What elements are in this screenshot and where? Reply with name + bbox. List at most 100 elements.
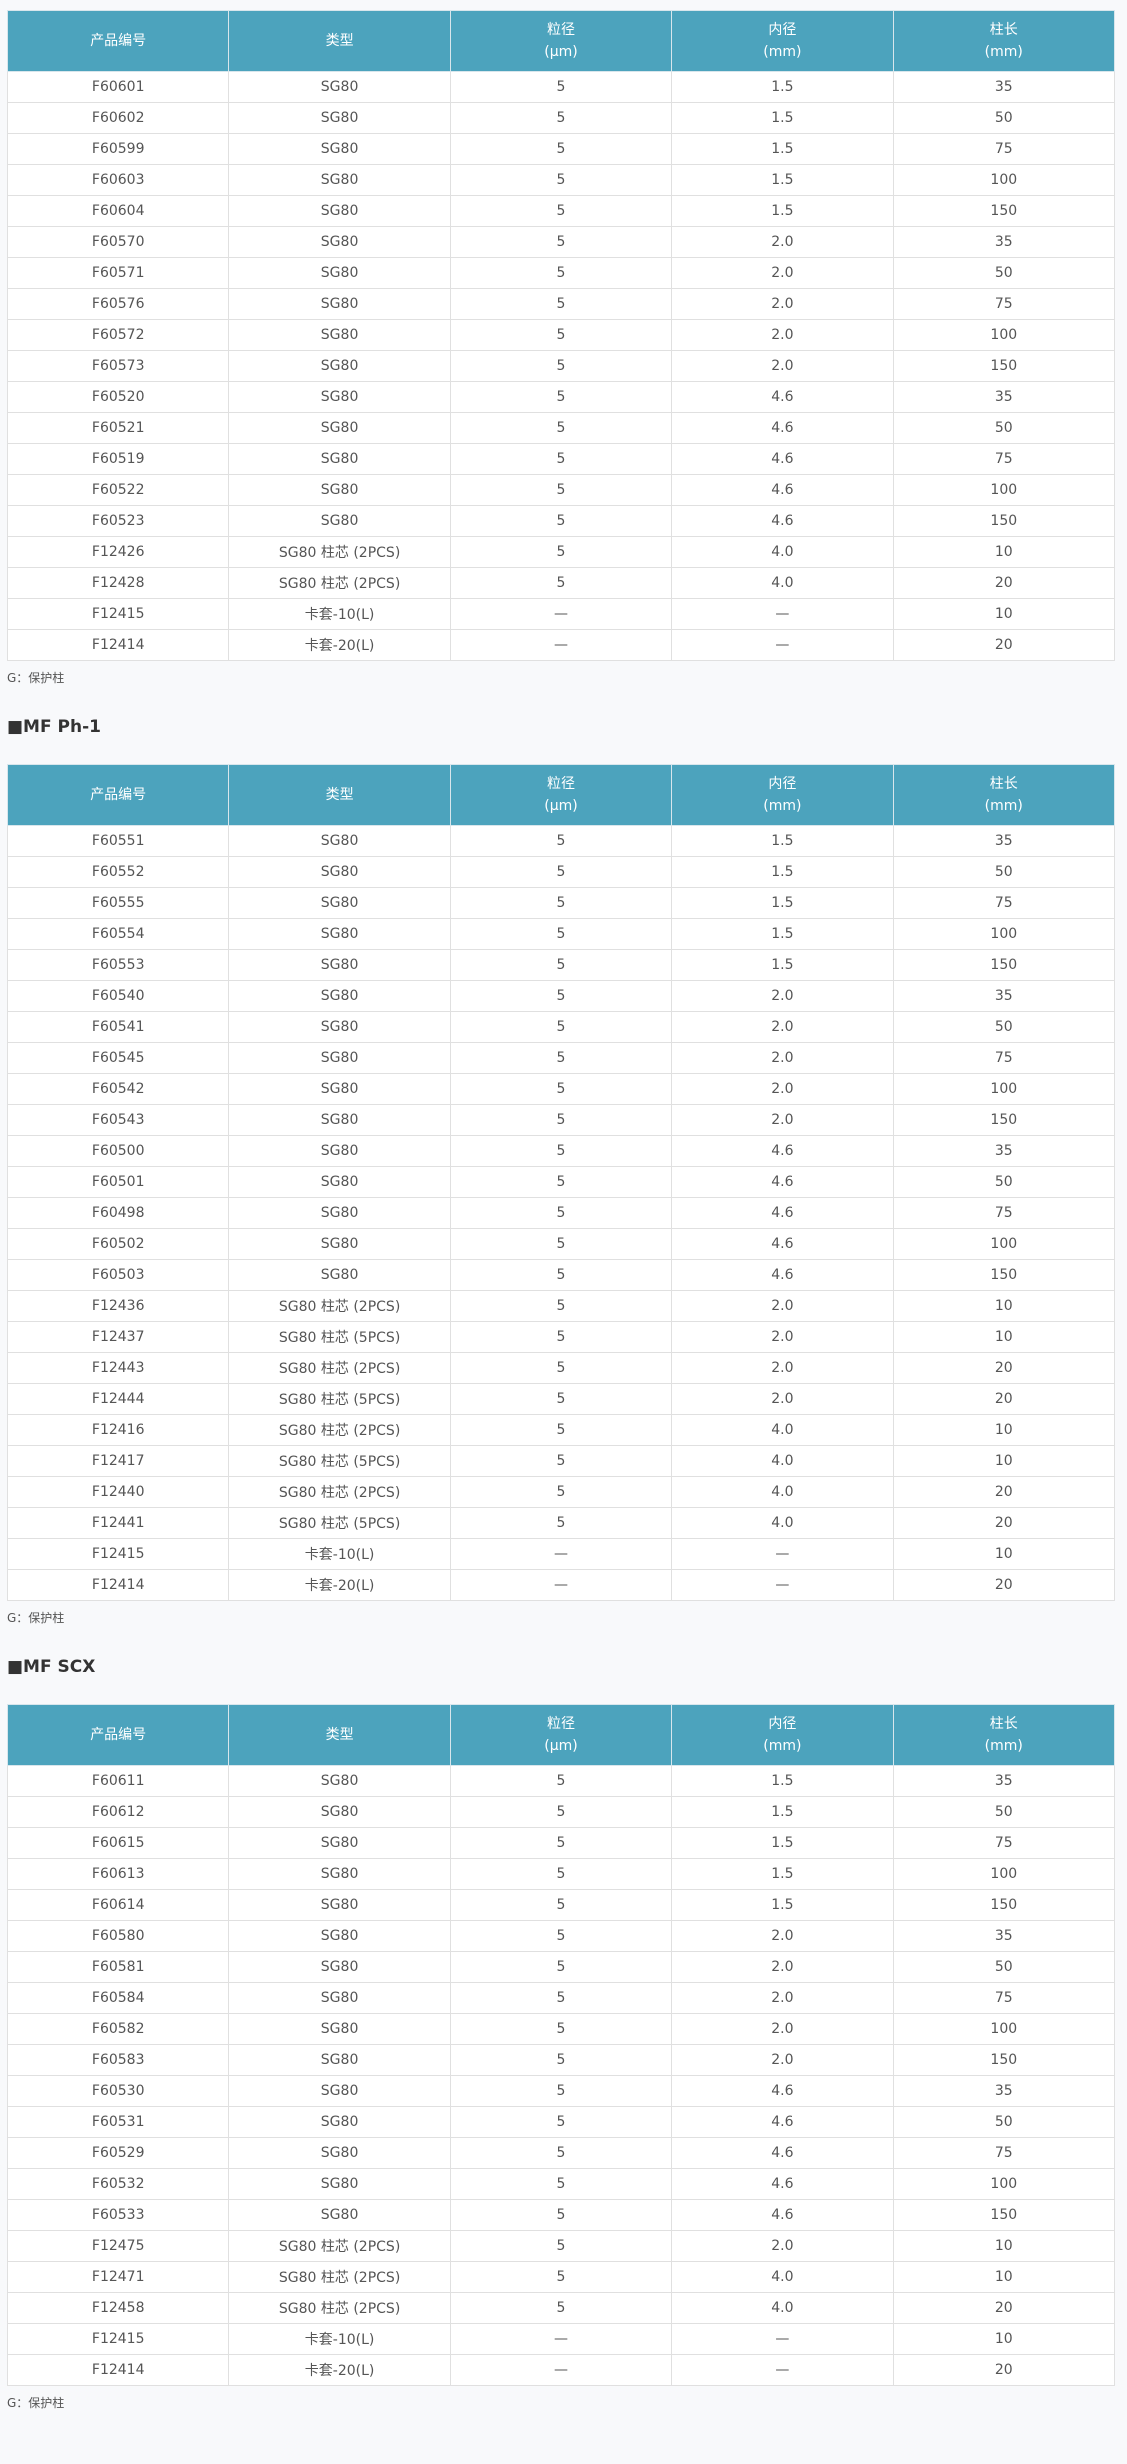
cell-type: SG80 [228, 2199, 451, 2231]
cell-product-code: F60576 [6, 288, 230, 320]
cell-type: SG80 [228, 949, 451, 981]
column-header-type: 类型 [228, 764, 451, 826]
cell-inner-diameter: 4.0 [671, 536, 894, 568]
section-heading: ■MF SCX [7, 1657, 96, 1677]
cell-inner-diameter: 2.0 [671, 288, 894, 320]
cell-product-code: F60613 [6, 1858, 230, 1890]
cell-column-length: 10 [892, 1445, 1116, 1477]
cell-type: SG80 [228, 288, 451, 320]
cell-column-length: 75 [892, 288, 1116, 320]
cell-column-length: 75 [892, 1197, 1116, 1229]
cell-product-code: F60615 [6, 1827, 230, 1859]
cell-column-length: 10 [892, 598, 1116, 630]
cell-inner-diameter: 4.6 [671, 1259, 894, 1291]
cell-particle-size: 5 [449, 195, 673, 227]
cell-type: SG80 柱芯 (2PCS) [228, 2292, 451, 2324]
cell-inner-diameter: 2.0 [671, 2044, 894, 2076]
table-header-row: 产品编号 类型 粒径 (μm) 内径 (mm) 柱长 (mm) [6, 1704, 1116, 1766]
table-row: F60501 SG80 5 4.6 50 [6, 1166, 1116, 1198]
cell-inner-diameter: 1.5 [671, 1827, 894, 1859]
table-row: F60533 SG80 5 4.6 150 [6, 2199, 1116, 2231]
cell-type: SG80 [228, 1104, 451, 1136]
cell-inner-diameter: 4.6 [671, 1197, 894, 1229]
cell-particle-size: 5 [449, 2292, 673, 2324]
table-row: F60551 SG80 5 1.5 35 [6, 825, 1116, 857]
cell-inner-diameter: — [671, 2323, 894, 2355]
cell-type: SG80 [228, 226, 451, 258]
cell-type: SG80 [228, 1765, 451, 1797]
cell-inner-diameter: 4.0 [671, 1476, 894, 1508]
cell-inner-diameter: 4.6 [671, 1166, 894, 1198]
cell-column-length: 35 [892, 226, 1116, 258]
cell-product-code: F60541 [6, 1011, 230, 1043]
cell-particle-size: 5 [449, 381, 673, 413]
cell-particle-size: 5 [449, 2044, 673, 2076]
cell-particle-size: 5 [449, 1042, 673, 1074]
cell-inner-diameter: — [671, 1538, 894, 1570]
cell-inner-diameter: 4.6 [671, 2199, 894, 2231]
cell-particle-size: 5 [449, 1507, 673, 1539]
cell-particle-size: — [449, 629, 673, 661]
cell-inner-diameter: — [671, 598, 894, 630]
table-header-row: 产品编号 类型 粒径 (μm) 内径 (mm) 柱长 (mm) [6, 10, 1116, 72]
cell-particle-size: 5 [449, 102, 673, 134]
cell-particle-size: 5 [449, 1321, 673, 1353]
cell-product-code: F60503 [6, 1259, 230, 1291]
cell-type: SG80 [228, 350, 451, 382]
cell-product-code: F60530 [6, 2075, 230, 2107]
cell-particle-size: — [449, 1569, 673, 1601]
table-row: F60503 SG80 5 4.6 150 [6, 1259, 1116, 1291]
cell-inner-diameter: 2.0 [671, 2230, 894, 2262]
cell-particle-size: 5 [449, 1920, 673, 1952]
cell-type: SG80 [228, 825, 451, 857]
cell-type: SG80 柱芯 (2PCS) [228, 567, 451, 599]
cell-type: SG80 柱芯 (5PCS) [228, 1383, 451, 1415]
cell-inner-diameter: 1.5 [671, 71, 894, 103]
cell-type: SG80 [228, 164, 451, 196]
cell-product-code: F60531 [6, 2106, 230, 2138]
cell-particle-size: 5 [449, 319, 673, 351]
table-row: F60498 SG80 5 4.6 75 [6, 1197, 1116, 1229]
cell-column-length: 150 [892, 949, 1116, 981]
cell-product-code: F12444 [6, 1383, 230, 1415]
table-row: F60612 SG80 5 1.5 50 [6, 1796, 1116, 1828]
cell-product-code: F12441 [6, 1507, 230, 1539]
cell-particle-size: 5 [449, 980, 673, 1012]
cell-particle-size: 5 [449, 443, 673, 475]
table-row: F12417 SG80 柱芯 (5PCS) 5 4.0 10 [6, 1445, 1116, 1477]
cell-type: SG80 [228, 1259, 451, 1291]
cell-type: 卡套-20(L) [228, 2354, 451, 2386]
cell-inner-diameter: 4.6 [671, 381, 894, 413]
cell-inner-diameter: 4.6 [671, 1228, 894, 1260]
cell-type: SG80 柱芯 (2PCS) [228, 2230, 451, 2262]
cell-column-length: 50 [892, 856, 1116, 888]
cell-product-code: F60553 [6, 949, 230, 981]
cell-product-code: F12415 [6, 1538, 230, 1570]
cell-inner-diameter: 2.0 [671, 257, 894, 289]
cell-column-length: 10 [892, 536, 1116, 568]
cell-inner-diameter: 2.0 [671, 1951, 894, 1983]
cell-particle-size: 5 [449, 2261, 673, 2293]
column-header-particle-size: 粒径 (μm) [449, 764, 673, 826]
cell-column-length: 35 [892, 381, 1116, 413]
cell-particle-size: — [449, 598, 673, 630]
cell-product-code: F60612 [6, 1796, 230, 1828]
table-row: F60500 SG80 5 4.6 35 [6, 1135, 1116, 1167]
cell-column-length: 50 [892, 1796, 1116, 1828]
cell-inner-diameter: 4.6 [671, 474, 894, 506]
cell-particle-size: 5 [449, 1889, 673, 1921]
cell-type: SG80 [228, 443, 451, 475]
cell-product-code: F12415 [6, 598, 230, 630]
cell-product-code: F12437 [6, 1321, 230, 1353]
product-table: 产品编号 类型 粒径 (μm) 内径 (mm) 柱长 (mm) F60551 SG80 5 1.… [6, 764, 1116, 1601]
cell-inner-diameter: 2.0 [671, 1042, 894, 1074]
cell-type: SG80 [228, 1982, 451, 2014]
cell-inner-diameter: — [671, 2354, 894, 2386]
cell-column-length: 75 [892, 1827, 1116, 1859]
cell-column-length: 75 [892, 133, 1116, 165]
cell-inner-diameter: 4.6 [671, 2075, 894, 2107]
cell-inner-diameter: 2.0 [671, 1920, 894, 1952]
table-row: F60502 SG80 5 4.6 100 [6, 1228, 1116, 1260]
cell-product-code: F12414 [6, 1569, 230, 1601]
cell-column-length: 150 [892, 505, 1116, 537]
